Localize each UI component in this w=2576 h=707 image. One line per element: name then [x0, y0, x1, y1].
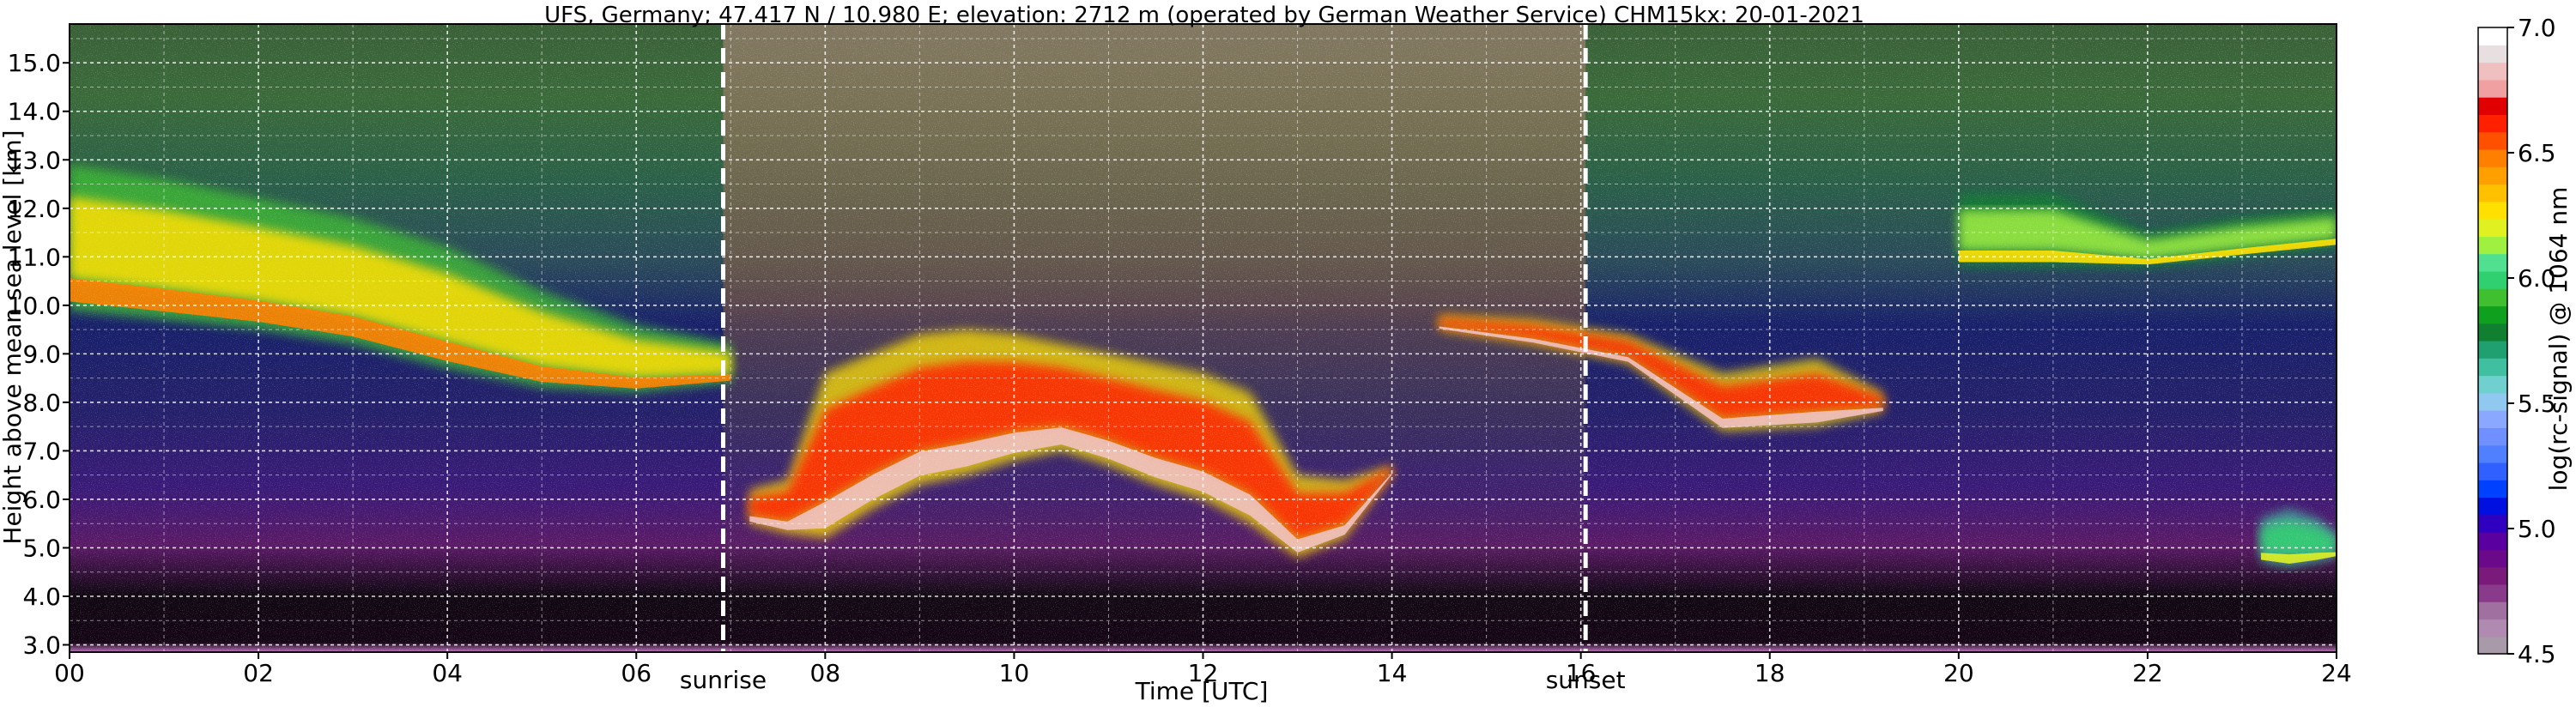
y-axis-label: Height above mean sea level [km] [0, 130, 27, 544]
colorbar-swatch-29 [2478, 131, 2507, 150]
y-tick-label-14.0: 14.0 [8, 98, 61, 126]
sun-event-lines [720, 24, 1588, 652]
colorbar-swatch-34 [2478, 45, 2507, 63]
colorbar-swatch-1 [2478, 619, 2507, 638]
x-tick-label-10: 10 [999, 659, 1030, 687]
colorbar-swatch-19 [2478, 305, 2507, 324]
colorbar-swatch-21 [2478, 270, 2507, 289]
x-tick-label-04: 04 [432, 659, 463, 687]
x-tick-label-12: 12 [1188, 659, 1219, 687]
colorbar-swatch-10 [2478, 462, 2507, 480]
x-tick-label-24: 24 [2321, 659, 2352, 687]
event-label-sunset: sunset [1546, 666, 1626, 694]
x-tick-label-18: 18 [1755, 659, 1785, 687]
y-tick-label-8.0: 8.0 [22, 389, 61, 417]
colorbar-swatch-3 [2478, 583, 2507, 602]
y-tick-label-10.0: 10.0 [8, 292, 61, 320]
x-axis-label: Time [UTC] [1135, 677, 1269, 705]
chart-title: UFS, Germany; 47.417 N / 10.980 E; eleva… [544, 3, 1864, 28]
x-axis: 00 02 04 06 08 10 12 14 16 18 20 22 24 [54, 652, 2352, 687]
colorbar-swatch-2 [2478, 601, 2507, 620]
colorbar: 4.5 5.0 5.5 6.0 6.5 7.0 [2477, 14, 2556, 668]
colorbar-swatch-25 [2478, 201, 2507, 220]
colorbar-tick-label-5.5: 5.5 [2518, 390, 2556, 418]
colorbar-swatch-11 [2478, 444, 2507, 463]
y-tick-label-9.0: 9.0 [22, 340, 61, 368]
colorbar-swatch-33 [2478, 62, 2507, 81]
colorbar-swatch-17 [2478, 341, 2507, 359]
x-tick-label-08: 08 [810, 659, 841, 687]
colorbar-label: log(rc-signal) @ 1064 nm [2544, 187, 2573, 492]
y-tick-label-11.0: 11.0 [8, 243, 61, 271]
colorbar-tick-label-5.0: 5.0 [2518, 515, 2556, 543]
colorbar-swatch-15 [2478, 375, 2507, 394]
colorbar-tick-label-6.0: 6.0 [2518, 264, 2556, 293]
colorbar-swatch-6 [2478, 532, 2507, 550]
y-tick-label-3.0: 3.0 [22, 631, 61, 660]
y-tick-label-5.0: 5.0 [22, 534, 61, 562]
x-tick-label-00: 00 [54, 659, 85, 687]
y-tick-label-12.0: 12.0 [8, 195, 61, 223]
colorbar-swatch-16 [2478, 358, 2507, 377]
colorbar-swatch-28 [2478, 148, 2507, 167]
event-label-sunrise: sunrise [680, 666, 767, 694]
grid-lines [70, 24, 2337, 652]
colorbar-tick-label-7.0: 7.0 [2518, 14, 2556, 42]
x-tick-label-16: 16 [1566, 659, 1597, 687]
colorbar-tick-label-4.5: 4.5 [2518, 640, 2556, 668]
colorbar-swatch-18 [2478, 323, 2507, 341]
plot-area [70, 24, 2337, 652]
colorbar-frame [2477, 27, 2508, 655]
colorbar-swatch-13 [2478, 410, 2507, 428]
colorbar-swatch-23 [2478, 236, 2507, 255]
colorbar-swatch-35 [2478, 27, 2507, 45]
colorbar-swatch-7 [2478, 514, 2507, 533]
x-tick-label-20: 20 [1943, 659, 1974, 687]
colorbar-swatch-20 [2478, 288, 2507, 307]
y-axis: 3.0 4.0 5.0 6.0 7.0 8.0 9.0 10.0 11.0 12.0 13.0 14.… [8, 49, 70, 660]
y-tick-label-4.0: 4.0 [22, 583, 61, 611]
y-tick-label-7.0: 7.0 [22, 437, 61, 465]
colorbar-swatch-5 [2478, 549, 2507, 568]
colorbar-swatch-0 [2478, 636, 2507, 655]
colorbar-swatch-9 [2478, 480, 2507, 499]
colorbar-swatch-24 [2478, 219, 2507, 237]
colorbar-swatch-32 [2478, 79, 2507, 98]
x-tick-label-22: 22 [2132, 659, 2163, 687]
colorbar-swatch-27 [2478, 166, 2507, 185]
colorbar-tick-label-6.5: 6.5 [2518, 139, 2556, 167]
colorbar-swatch-22 [2478, 253, 2507, 272]
colorbar-swatch-8 [2478, 497, 2507, 516]
colorbar-swatch-4 [2478, 566, 2507, 585]
colorbar-swatch-31 [2478, 97, 2507, 115]
sun-event-labels: sunrise sunset [680, 666, 1626, 694]
x-tick-label-02: 02 [243, 659, 274, 687]
colorbar-swatch-26 [2478, 184, 2507, 202]
signal-noise [70, 24, 2337, 652]
y-tick-label-6.0: 6.0 [22, 486, 61, 514]
x-tick-label-06: 06 [621, 659, 652, 687]
y-tick-label-13.0: 13.0 [8, 146, 61, 174]
colorbar-swatch-30 [2478, 114, 2507, 133]
colorbar-swatch-14 [2478, 392, 2507, 411]
x-tick-label-14: 14 [1377, 659, 1408, 687]
colorbar-swatch-12 [2478, 427, 2507, 446]
y-tick-label-15.0: 15.0 [8, 49, 61, 77]
